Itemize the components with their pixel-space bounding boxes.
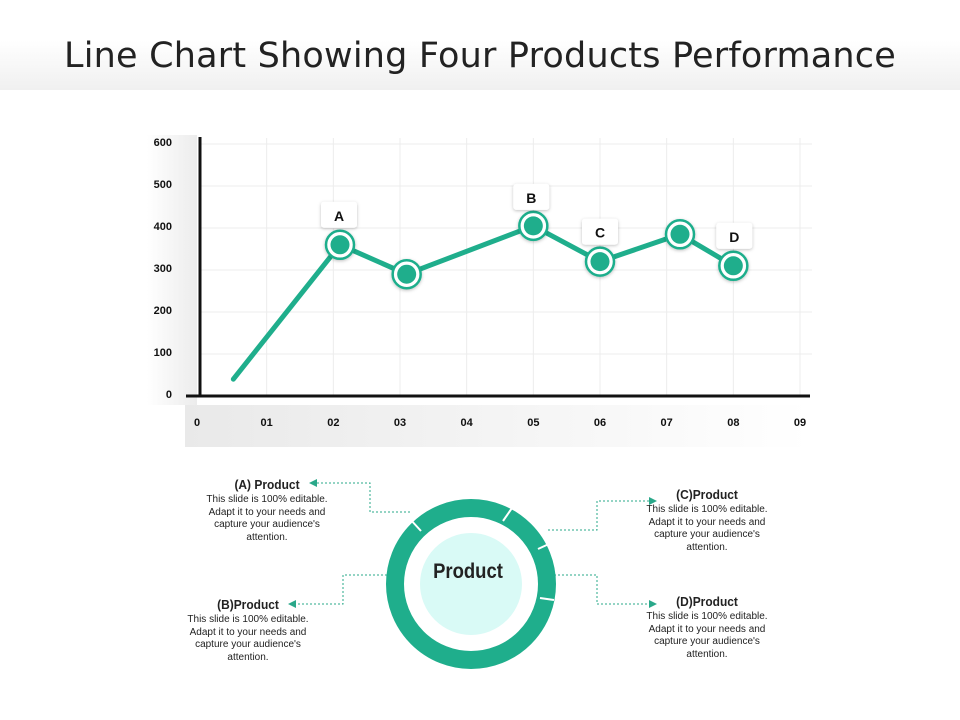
outer-ring	[386, 499, 556, 669]
connector-a	[316, 482, 410, 513]
x-tick-09: 09	[794, 417, 806, 429]
axes	[186, 137, 810, 398]
ring-divider-3	[537, 542, 552, 550]
connector-d	[550, 574, 650, 605]
ring-divider-1	[409, 518, 422, 532]
x-tick-01: 01	[261, 417, 273, 429]
data-point-2	[397, 264, 417, 284]
arrow-d-icon	[649, 600, 657, 608]
y-tick-100: 100	[154, 347, 172, 359]
info-product-d-text: This slide is 100% editable. Adapt it to…	[646, 611, 768, 660]
y-tick-600: 600	[154, 137, 172, 149]
series-line	[230, 210, 749, 382]
arrow-a-icon	[309, 479, 317, 487]
y-tick-400: 400	[154, 221, 172, 233]
x-tick-07: 07	[661, 417, 673, 429]
data-point-6	[723, 256, 743, 276]
product-diagram	[288, 479, 657, 669]
info-product-a-text: This slide is 100% editable. Adapt it to…	[206, 494, 328, 543]
inner-circle	[414, 527, 528, 641]
x-axis-band	[185, 405, 810, 447]
y-tick-200: 200	[154, 305, 172, 317]
info-product-b: (B)Product This slide is 100% editable. …	[178, 597, 318, 664]
x-tick-06: 06	[594, 417, 606, 429]
point-labels: A B C D	[321, 183, 753, 249]
ring-divider-4	[539, 597, 555, 601]
info-product-c: (C)Product This slide is 100% editable. …	[637, 487, 777, 554]
x-tick-05: 05	[527, 417, 539, 429]
point-label-A: A	[334, 208, 344, 224]
x-tick-02: 02	[327, 417, 339, 429]
data-point-3	[523, 216, 543, 236]
series-line-0	[230, 223, 736, 382]
diagram-center-label: Product	[433, 560, 503, 583]
arrow-c-icon	[649, 497, 657, 505]
tick-labels: 0 100 200 300 400 500 600 0 01 02 03 04 05 06 07 08 09	[154, 137, 806, 429]
y-tick-300: 300	[154, 263, 172, 275]
data-point-5	[670, 224, 690, 244]
point-label-box-A	[321, 201, 357, 228]
x-tick-08: 08	[727, 417, 739, 429]
point-label-box-B	[513, 183, 550, 210]
info-product-c-title: (C)Product	[676, 487, 738, 502]
y-tick-0: 0	[166, 389, 172, 401]
connector-b	[295, 574, 395, 605]
info-product-b-title: (B)Product	[217, 597, 279, 612]
title-band	[0, 0, 960, 90]
y-axis-band	[147, 135, 197, 405]
info-product-c-text: This slide is 100% editable. Adapt it to…	[646, 504, 768, 553]
connector-c	[548, 500, 650, 531]
data-point-4	[590, 252, 610, 272]
point-label-B: B	[526, 190, 536, 206]
info-product-a: (A) Product This slide is 100% editable.…	[197, 477, 337, 544]
x-tick-04: 04	[461, 417, 474, 429]
point-label-box-C	[582, 218, 618, 245]
arrow-b-icon	[288, 600, 296, 608]
slide-title: Line Chart Showing Four Products Perform…	[64, 36, 896, 76]
point-label-C: C	[595, 225, 605, 241]
point-label-box-D	[716, 222, 753, 249]
point-label-D: D	[729, 229, 739, 245]
info-product-a-title: (A) Product	[234, 477, 300, 492]
y-tick-500: 500	[154, 179, 172, 191]
ring-divider-2	[502, 507, 513, 522]
info-product-d: (D)Product This slide is 100% editable. …	[637, 594, 777, 661]
x-tick-03: 03	[394, 417, 406, 429]
info-product-d-title: (D)Product	[676, 594, 738, 609]
x-tick-0: 0	[194, 417, 200, 429]
data-point-1	[330, 235, 350, 255]
info-product-b-text: This slide is 100% editable. Adapt it to…	[187, 614, 309, 663]
